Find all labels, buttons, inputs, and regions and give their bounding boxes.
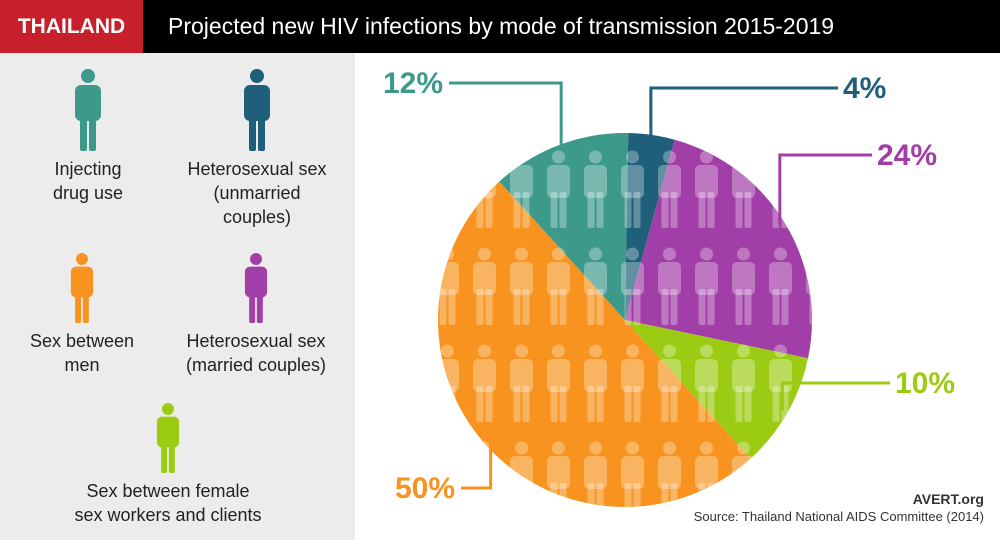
legend-item-female-sex-workers: Sex between female sex workers and clien… (58, 403, 278, 527)
chart-title: Projected new HIV infections by mode of … (168, 13, 835, 39)
legend-panel: Injecting drug use Heterosexual sex (unm… (0, 53, 355, 540)
legend-item-heterosexual-unmarried: Heterosexual sex (unmarried couples) (172, 69, 342, 229)
slice-value-label: 12% (383, 67, 443, 100)
person-icon (156, 403, 180, 473)
leader-line (649, 86, 838, 141)
brand-label: AVERT.org (912, 491, 984, 507)
pie-chart: 4% 24% 10% 50% 12% (383, 67, 955, 508)
leader-line (780, 381, 890, 411)
country-label: THAILAND (0, 0, 143, 53)
legend-label: Sex between female sex workers and clien… (74, 481, 262, 525)
legend-label: Heterosexual sex (married couples) (185, 331, 327, 375)
people-pattern (438, 133, 812, 507)
person-icon (70, 253, 94, 323)
legend-item-injecting-drug-use: Injecting drug use (18, 69, 158, 205)
header-bar: THAILAND Projected new HIV infections by… (0, 0, 1000, 53)
slice-value-label: 4% (843, 72, 886, 105)
legend-item-heterosexual-married: Heterosexual sex (married couples) (168, 253, 344, 377)
leader-line (461, 441, 493, 490)
person-icon (75, 69, 101, 151)
slice-value-label: 50% (395, 472, 455, 505)
person-icon (244, 253, 268, 323)
slice-value-label: 24% (877, 139, 937, 172)
legend-label: Sex between men (29, 331, 135, 375)
legend-label: Heterosexual sex (unmarried couples) (187, 159, 327, 227)
legend-item-sex-between-men: Sex between men (12, 253, 152, 377)
leader-line (778, 153, 872, 226)
legend-label: Injecting drug use (52, 159, 124, 203)
leader-line (449, 81, 563, 151)
person-icon (244, 69, 270, 151)
slice-value-label: 10% (895, 367, 955, 400)
source-note: Source: Thailand National AIDS Committee… (693, 509, 984, 524)
